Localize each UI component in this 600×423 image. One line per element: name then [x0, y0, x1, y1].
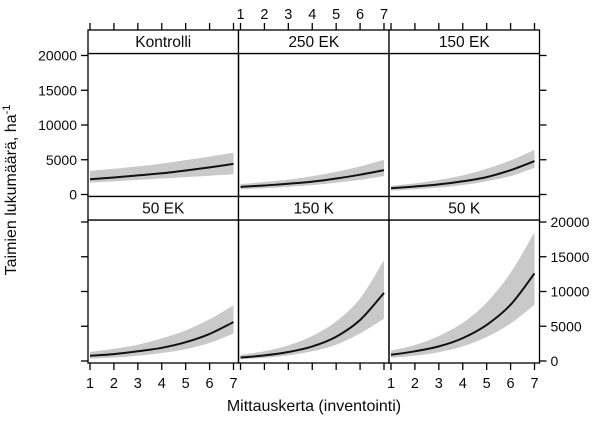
x-tick-label-bottom: 1 [86, 376, 94, 392]
y-tick-label-left: 10000 [38, 117, 77, 133]
mean-curve-150-ek [390, 160, 535, 190]
strip-50-k [388, 195, 541, 221]
y-tick-label-right: 5000 [551, 318, 582, 334]
mean-curve-150-k [240, 292, 385, 359]
mean-curve-50-k [390, 272, 536, 356]
x-tick-label-top: 3 [284, 7, 292, 23]
x-tick-label-bottom: 6 [507, 376, 515, 392]
x-tick-label-bottom: 2 [411, 376, 419, 392]
y-axis-title-exponent: -1 [0, 104, 13, 115]
x-tick-label-bottom: 6 [206, 376, 214, 392]
confidence-band-kontrolli [90, 152, 234, 183]
x-tick-label-top: 4 [308, 7, 316, 23]
x-tick-label-bottom: 5 [182, 376, 190, 392]
strip-label-50-ek: 50 EK [142, 201, 185, 218]
mean-curve-250-ek [240, 169, 385, 188]
x-tick-label-bottom: 3 [134, 376, 142, 392]
x-tick-label-bottom: 4 [459, 376, 467, 392]
y-axis-title-text: Taimien lukumäärä, ha [3, 114, 21, 276]
y-tick-label-right: 15000 [551, 249, 590, 265]
x-tick-label-bottom: 3 [435, 376, 443, 392]
x-tick-label-bottom: 7 [229, 376, 237, 392]
x-tick-label-bottom: 4 [158, 376, 166, 392]
mean-curve-50-ek [89, 321, 234, 357]
strip-label-kontrolli: Kontrolli [135, 34, 191, 51]
mean-curve-kontrolli [89, 162, 234, 181]
x-tick-label-top: 6 [356, 7, 364, 23]
y-tick-label-left: 0 [69, 187, 77, 203]
x-tick-label-bottom: 7 [530, 376, 538, 392]
y-tick-label-right: 20000 [551, 214, 590, 230]
y-tick-label-left: 15000 [38, 82, 77, 98]
x-tick-label-top: 1 [236, 7, 244, 23]
x-tick-label-bottom: 2 [110, 376, 118, 392]
y-tick-label-right: 10000 [551, 284, 590, 300]
strip-label-150-k: 150 K [293, 201, 334, 218]
x-axis-title: Mittauskerta (inventointi) [226, 398, 402, 415]
confidence-band-50-k [391, 232, 535, 358]
y-axis-title: Taimien lukumäärä, ha-1 [1, 105, 21, 276]
strip-label-50-k: 50 K [448, 201, 481, 218]
confidence-band-50-ek [90, 305, 234, 359]
y-tick-label-left: 5000 [46, 152, 77, 168]
confidence-band-150-k [240, 260, 384, 360]
confidence-band-250-ek [240, 159, 384, 190]
x-tick-label-bottom: 1 [387, 376, 395, 392]
strip-label-150-ek: 150 EK [439, 34, 491, 51]
strip-150-ek [388, 29, 541, 55]
x-tick-label-top: 7 [380, 7, 388, 23]
y-tick-label-right: 0 [551, 353, 559, 369]
strip-label-250-ek: 250 EK [288, 34, 340, 51]
x-tick-label-bottom: 5 [483, 376, 491, 392]
x-tick-label-top: 5 [332, 7, 340, 23]
y-tick-label-left: 20000 [38, 48, 77, 64]
x-tick-label-top: 2 [260, 7, 268, 23]
